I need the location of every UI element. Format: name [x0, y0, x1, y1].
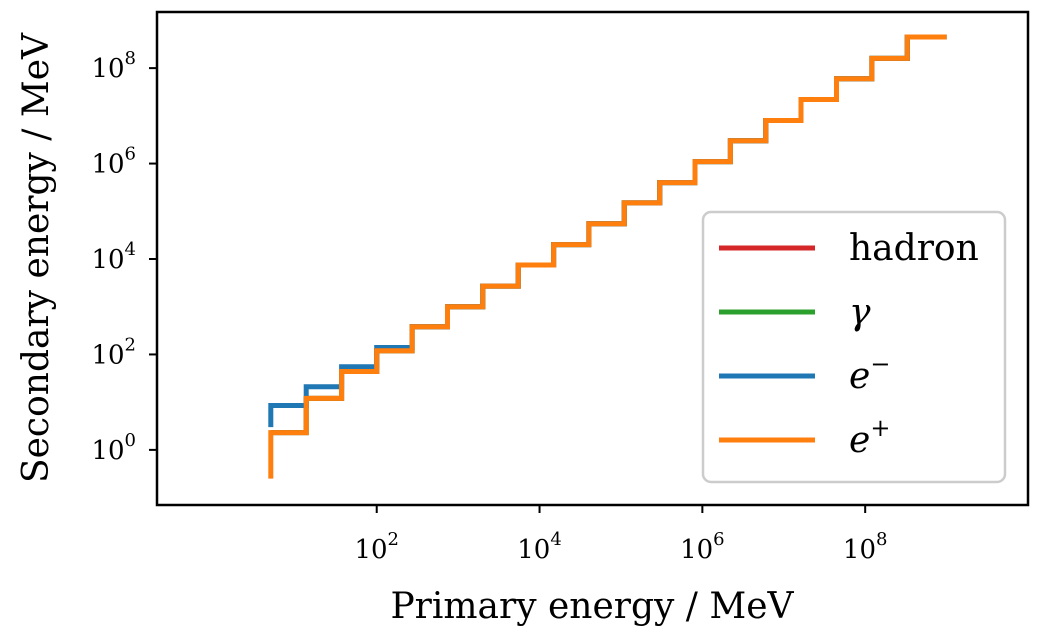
x-axis: 102 104 106 108 [354, 505, 887, 565]
legend-box [701, 210, 1007, 484]
x-axis-label: Primary energy / MeV [390, 586, 794, 627]
x-tick-label: 104 [517, 529, 562, 565]
y-axis: 100 102 104 106 108 [91, 48, 157, 466]
legend-label: e+ [849, 414, 890, 461]
legend: hadron γ e− e+ [701, 210, 1007, 484]
legend-label: hadron [849, 228, 979, 269]
y-axis-label: Secondary energy / MeV [16, 32, 57, 483]
legend-label: e− [849, 350, 890, 397]
x-tick-label: 106 [680, 529, 725, 565]
x-tick-label: 108 [843, 529, 888, 565]
y-tick-label: 104 [91, 239, 136, 275]
y-tick-label: 108 [91, 48, 136, 84]
series-line-3 [268, 34, 947, 479]
y-tick-label: 106 [91, 144, 136, 180]
legend-label: γ [849, 292, 871, 333]
y-tick-label: 100 [91, 430, 136, 466]
x-tick-label: 102 [354, 529, 399, 565]
y-tick-label: 102 [91, 334, 136, 370]
